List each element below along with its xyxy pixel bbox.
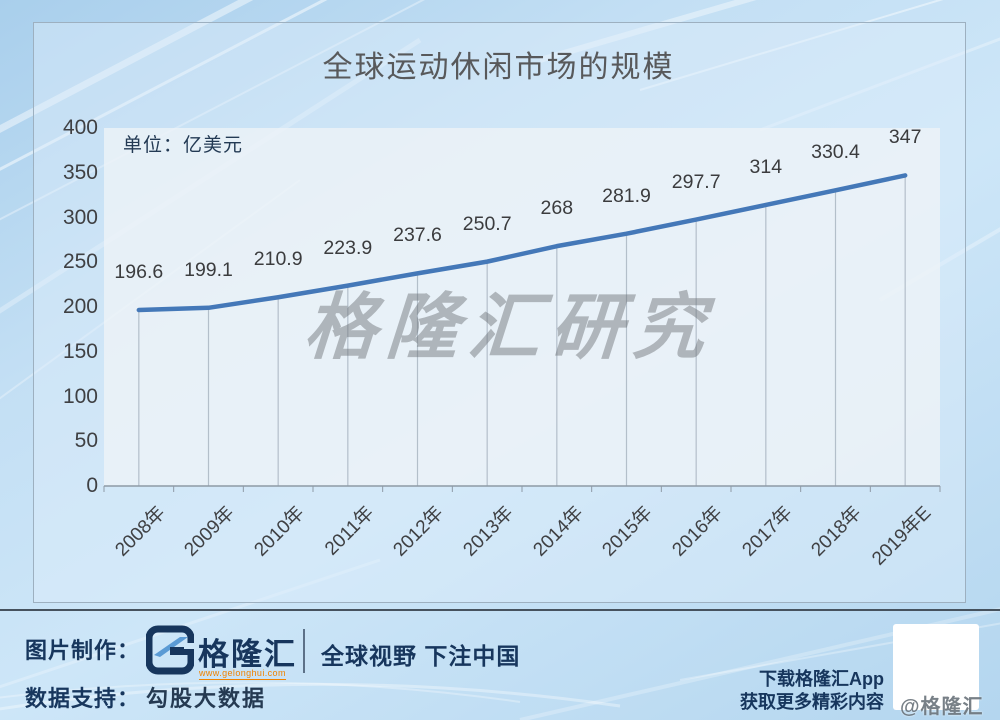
slogan-divider bbox=[303, 629, 305, 673]
slogan-text: 全球视野 下注中国 bbox=[321, 643, 521, 669]
data-support-value: 勾股大数据 bbox=[146, 686, 267, 711]
qr-caption-line1: 下载格隆汇App bbox=[759, 669, 884, 689]
plot-area bbox=[104, 128, 940, 486]
qr-watermark-text: @格隆汇 bbox=[900, 696, 984, 718]
made-by-label: 图片制作： bbox=[25, 638, 141, 663]
gelonghui-logo-icon bbox=[146, 625, 194, 675]
data-support-label: 数据支持： bbox=[25, 686, 141, 711]
unit-label: 单位：亿美元 bbox=[123, 135, 244, 156]
logo-wordmark: 格隆汇 bbox=[198, 637, 297, 672]
qr-code bbox=[893, 624, 979, 710]
qr-caption-line2: 获取更多精彩内容 bbox=[740, 692, 884, 712]
data-line-series bbox=[136, 173, 908, 313]
chart-title: 全球运动休闲市场的规模 bbox=[322, 51, 675, 84]
footer-divider-line bbox=[0, 609, 1000, 611]
watermark-text: 格隆汇研究 bbox=[301, 288, 718, 368]
logo-url-text: www.gelonghui.com bbox=[199, 668, 286, 680]
